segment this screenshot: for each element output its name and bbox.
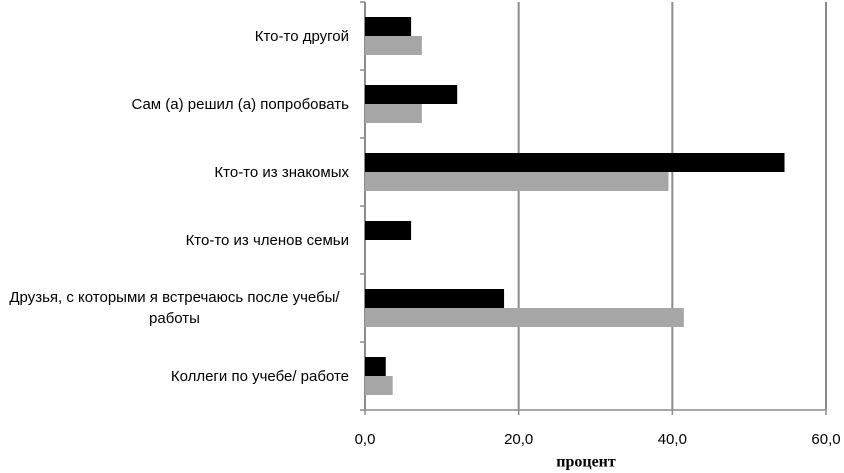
bar [365, 376, 393, 395]
y-tick-label: Кто-то из членов семьи [185, 231, 349, 249]
y-tick-label-box: Сам (а) решил (а) попробовать [0, 74, 349, 134]
bar [365, 289, 505, 308]
bar [365, 221, 412, 240]
y-tick-label-box: Кто-то из знакомых [0, 142, 349, 202]
y-tick-label-box: Кто-то из членов семьи [0, 210, 349, 270]
bar [365, 357, 386, 376]
y-tick-label: Сам (а) решил (а) попробовать [131, 95, 349, 113]
y-tick-label: Коллеги по учебе/ работе [170, 367, 349, 385]
y-tick-label: Кто-то другой [254, 27, 349, 45]
bar [365, 104, 422, 123]
bar [365, 153, 785, 172]
bar [365, 36, 422, 55]
x-axis-label: процент [556, 454, 616, 471]
y-tick-label-box: Кто-то другой [0, 6, 349, 66]
x-tick-label: 20,0 [504, 431, 533, 448]
y-tick-label-box: Друзья, с которыми я встречаюсь после уч… [0, 278, 349, 338]
y-tick-label: Друзья, с которыми я встречаюсь после уч… [9, 289, 340, 327]
bar [365, 85, 458, 104]
x-tick-label: 0,0 [355, 431, 376, 448]
y-tick-label-box: Коллеги по учебе/ работе [0, 346, 349, 406]
x-tick-label: 60,0 [811, 431, 840, 448]
bar [365, 17, 412, 36]
y-tick-label: Кто-то из знакомых [214, 163, 349, 181]
bar [365, 172, 669, 191]
bar [365, 308, 684, 327]
x-tick-label: 40,0 [658, 431, 687, 448]
